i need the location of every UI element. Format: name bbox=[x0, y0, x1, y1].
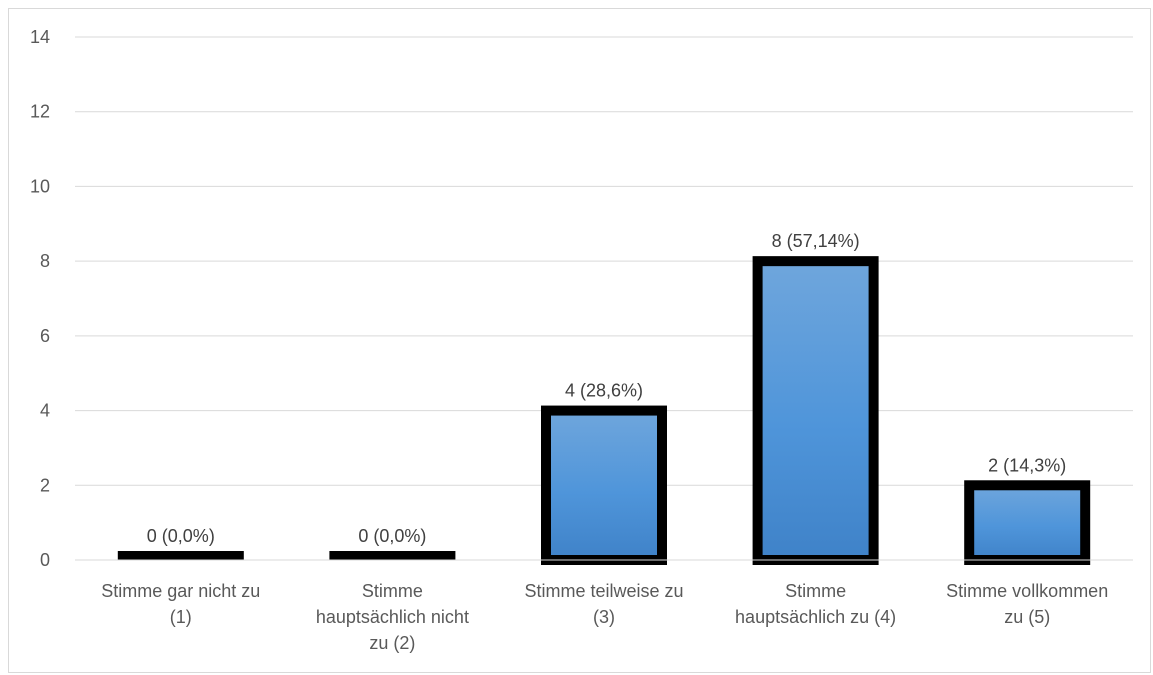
y-tick-label: 4 bbox=[40, 401, 50, 421]
data-label: 4 (28,6%) bbox=[565, 381, 643, 401]
data-label: 8 (57,14%) bbox=[772, 231, 860, 251]
bar bbox=[329, 551, 456, 560]
data-label: 0 (0,0%) bbox=[147, 526, 215, 546]
bar bbox=[964, 480, 1091, 565]
x-tick-label: Stimme hauptsächlich zu (4) bbox=[735, 581, 896, 627]
x-axis: Stimme gar nicht zu (1) Stimme hauptsächlic… bbox=[75, 559, 1133, 653]
y-axis: 0 2 4 6 8 10 12 14 bbox=[30, 27, 50, 570]
data-label: 0 (0,0%) bbox=[358, 526, 426, 546]
bars bbox=[117, 256, 1091, 566]
y-tick-label: 8 bbox=[40, 251, 50, 271]
bar bbox=[541, 405, 667, 566]
x-tick-label: Stimme teilweise zu (3) bbox=[524, 581, 683, 627]
x-tick-label: Stimme vollkommen zu (5) bbox=[946, 581, 1108, 627]
y-tick-label: 10 bbox=[30, 176, 50, 196]
x-tick-label: Stimme gar nicht zu (1) bbox=[101, 581, 260, 627]
data-label: 2 (14,3%) bbox=[988, 455, 1066, 475]
bar bbox=[752, 256, 879, 565]
y-tick-label: 2 bbox=[40, 475, 50, 495]
y-tick-label: 14 bbox=[30, 27, 50, 47]
data-labels: 0 (0,0%) 0 (0,0%) 4 (28,6%) 8 (57,14%) 2 (14… bbox=[147, 231, 1066, 546]
y-tick-label: 12 bbox=[30, 102, 50, 122]
x-tick-label: Stimme hauptsächlich nicht zu (2) bbox=[316, 581, 469, 653]
bar bbox=[117, 551, 244, 560]
y-tick-label: 6 bbox=[40, 326, 50, 346]
y-tick-label: 0 bbox=[40, 550, 50, 570]
